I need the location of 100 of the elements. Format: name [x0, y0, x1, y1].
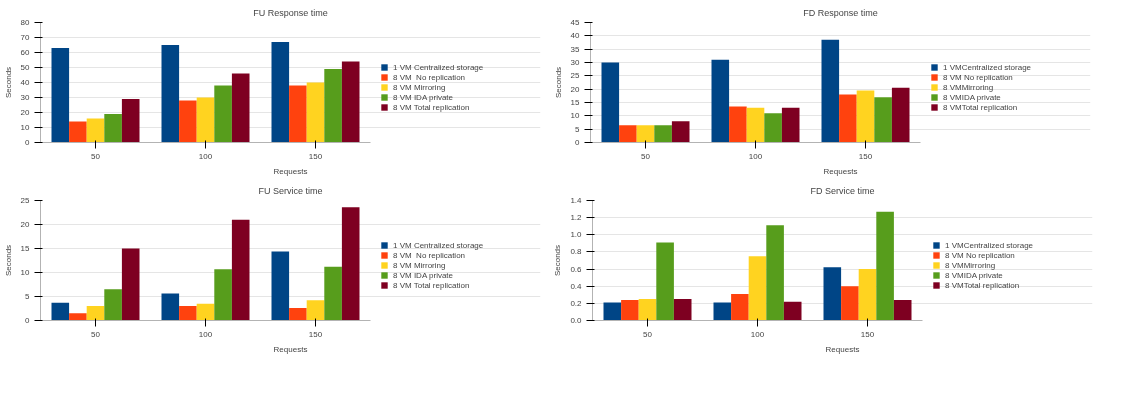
bar — [713, 302, 732, 321]
y-axis-title: Seconds — [3, 66, 13, 99]
bar — [51, 48, 70, 143]
bar — [766, 225, 784, 321]
bar — [603, 302, 622, 321]
bar — [306, 82, 325, 143]
bar — [656, 242, 674, 321]
bar — [856, 90, 875, 143]
bar — [289, 85, 307, 143]
bar — [179, 100, 197, 143]
bar — [841, 286, 859, 321]
x-tick-label: 150 — [308, 151, 323, 161]
y-tick-label: 45 — [570, 18, 581, 27]
bar — [654, 125, 672, 143]
x-tick-label: 100 — [750, 329, 765, 339]
legend-label: 8 VMIDA private — [945, 270, 1003, 280]
y-tick-label: 0.6 — [570, 264, 583, 274]
x-tick-label: 150 — [860, 329, 875, 339]
bar — [711, 59, 730, 143]
bar — [69, 313, 87, 321]
y-tick-label: 5 — [575, 124, 581, 134]
bar — [104, 289, 122, 321]
bar — [231, 73, 250, 143]
legend-label: 1 VMCentralized storage — [945, 240, 1034, 250]
y-tick-label: 15 — [570, 98, 581, 107]
y-tick-label: 50 — [20, 63, 31, 72]
bar — [839, 94, 857, 143]
y-tick-label: 40 — [570, 31, 581, 41]
bar — [69, 121, 87, 143]
bar — [324, 266, 342, 321]
legend-label: 8 VM Mirroring — [393, 82, 446, 92]
bar — [179, 306, 197, 321]
y-tick-label: 10 — [570, 111, 581, 121]
legend-label: 8 VMIDA private — [943, 92, 1001, 102]
bar — [893, 299, 912, 321]
chart-title: FD Response time — [803, 7, 878, 18]
bar — [121, 248, 140, 321]
bar — [341, 207, 360, 321]
y-tick-label: 60 — [20, 48, 31, 57]
x-tick-label: 50 — [91, 151, 101, 161]
bar — [729, 106, 747, 143]
y-tick-label: 20 — [20, 220, 31, 229]
y-tick-label: 1.2 — [570, 213, 583, 223]
legend-label: 8 VMTotal replication — [945, 280, 1020, 290]
bar — [823, 267, 842, 321]
legend-label: 8 VM Total replication — [393, 280, 470, 290]
y-tick-label: 0 — [25, 138, 31, 147]
y-tick-label: 0 — [25, 316, 31, 325]
y-tick-label: 20 — [570, 84, 581, 94]
legend-label: 8 VM No replication — [393, 72, 466, 82]
bar — [748, 256, 767, 321]
bar — [638, 299, 657, 321]
y-tick-label: 80 — [20, 18, 31, 27]
bar — [621, 299, 639, 321]
bar — [104, 114, 122, 143]
bar — [161, 293, 180, 321]
y-tick-label: 0.0 — [570, 316, 583, 325]
y-axis-title: Seconds — [3, 244, 13, 277]
legend-label: 1 VM Centralized storage — [393, 62, 484, 72]
y-tick-label: 10 — [20, 123, 31, 132]
chart-title: FD Service time — [810, 185, 875, 196]
legend-label: 8 VMMirroring — [943, 82, 994, 92]
bar — [324, 69, 342, 143]
x-tick-label: 50 — [643, 329, 653, 339]
legend-label: 8 VM IDA private — [393, 270, 454, 280]
bar — [51, 302, 70, 321]
legend-label: 8 VM No replication — [945, 250, 1015, 260]
bar — [271, 251, 290, 321]
y-tick-label: 30 — [570, 58, 581, 67]
x-axis-title: Requests — [825, 344, 860, 354]
bar — [746, 107, 765, 143]
bar — [874, 97, 892, 143]
chart-title: FU Service time — [258, 185, 323, 196]
bar — [161, 45, 180, 143]
x-axis-title: Requests — [273, 166, 308, 176]
bar — [306, 300, 325, 321]
x-axis-title: Requests — [273, 344, 308, 354]
bar — [858, 269, 877, 321]
bar — [671, 121, 690, 143]
bar — [764, 113, 782, 143]
bar — [619, 125, 637, 143]
bar — [731, 293, 749, 321]
y-tick-label: 0.2 — [570, 298, 583, 308]
legend-label: 8 VM Mirroring — [393, 260, 446, 270]
legend-label: 1 VM Centralized storage — [393, 240, 484, 250]
x-axis-title: Requests — [823, 166, 858, 176]
y-axis-title: Seconds — [553, 66, 563, 99]
bar — [196, 303, 215, 321]
bar — [86, 118, 105, 143]
chart-title: FU Response time — [253, 7, 328, 18]
y-tick-label: 15 — [20, 244, 31, 253]
y-tick-label: 30 — [20, 93, 31, 102]
legend-label: 8 VM IDA private — [393, 92, 454, 102]
y-tick-label: 0.4 — [570, 281, 583, 291]
legend-label: 1 VMCentralized storage — [943, 62, 1032, 72]
x-tick-label: 100 — [198, 329, 213, 339]
bar — [821, 39, 840, 143]
x-tick-label: 100 — [198, 151, 213, 161]
y-tick-label: 0 — [575, 138, 581, 147]
bar — [891, 87, 910, 143]
